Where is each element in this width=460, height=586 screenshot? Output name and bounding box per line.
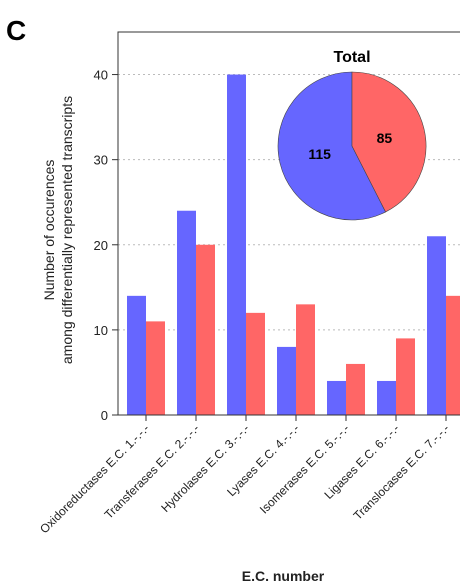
bar-blue-6 [377, 380, 396, 415]
y-axis: 0 10 20 30 40 [94, 68, 118, 423]
bars [127, 74, 460, 416]
y-tick-label: 30 [94, 153, 108, 168]
bar-blue-7 [427, 236, 446, 415]
pie-label-2: 85 [377, 130, 393, 146]
x-tick-label: Translocases E.C. 7.-.-.- [351, 421, 453, 523]
x-tick-label: Transferases E.C. 2.-.-.- [102, 421, 203, 522]
plot-frame [117, 31, 460, 416]
bar-blue-3 [227, 74, 246, 416]
panel-label: C [6, 15, 26, 46]
bar-red-7 [446, 295, 460, 415]
x-tick-label: Isomerases E.C. 5.-.-.- [257, 421, 352, 516]
y-tick-label: 10 [94, 323, 108, 338]
y-tick-label: 0 [101, 408, 108, 423]
bar-blue-4 [277, 346, 296, 415]
bar-red-1 [146, 321, 165, 415]
y-tick-label: 20 [94, 238, 108, 253]
bar-red-5 [346, 363, 365, 415]
bar-red-3 [246, 312, 265, 415]
x-axis-label: E.C. number [242, 568, 325, 584]
x-axis: Oxidoreductases E.C. 1.-.-.-Transferases… [37, 415, 452, 536]
bar-blue-1 [127, 295, 146, 415]
bar-red-4 [296, 304, 315, 415]
bar-blue-5 [327, 380, 346, 415]
pie-slice-2 [351, 71, 427, 213]
bar-red-2 [196, 244, 215, 415]
pie-label-1: 115 [308, 146, 331, 162]
pie-chart: 115 85 [277, 71, 427, 221]
bar-blue-2 [177, 210, 196, 415]
bar-red-6 [396, 338, 415, 415]
pie-slice-1 [277, 71, 386, 221]
y-axis-label-line2: among differentially represented transcr… [59, 96, 75, 364]
y-tick-label: 40 [94, 68, 108, 83]
pie-title: Total [333, 49, 370, 66]
y-axis-label-line1: Number of occurences [41, 160, 57, 301]
x-tick-label: Hydrolases E.C. 3.-.-.- [158, 421, 252, 515]
